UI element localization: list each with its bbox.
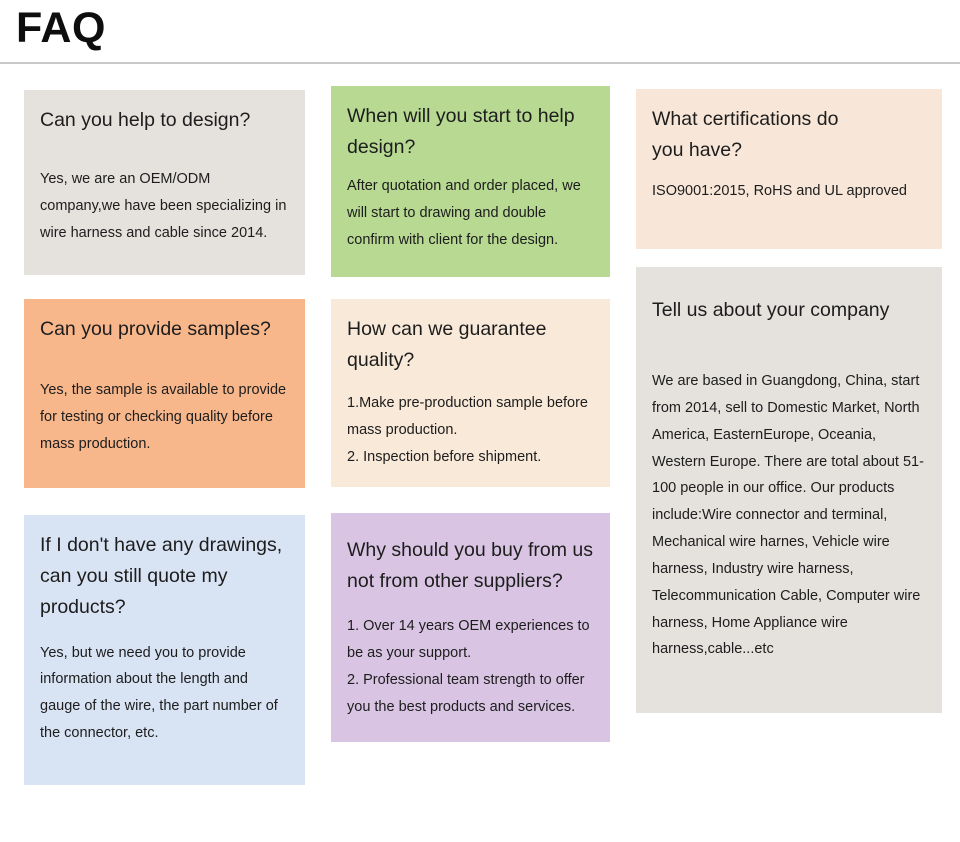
- faq-card-certifications: What certifications do you have? ISO9001…: [636, 89, 942, 249]
- faq-card-why-us: Why should you buy from us not from othe…: [331, 513, 610, 742]
- faq-card-samples: Can you provide samples? Yes, the sample…: [24, 299, 305, 488]
- faq-card-no-drawings: If I don't have any drawings, can you st…: [24, 515, 305, 785]
- faq-card-start-design: When will you start to help design? Afte…: [331, 86, 610, 277]
- faq-answer: 1. Over 14 years OEM experiences to be a…: [347, 618, 590, 662]
- faq-question: What certifications do you have?: [652, 108, 839, 162]
- faq-answer: Yes, the sample is available to provide …: [40, 382, 287, 452]
- faq-answer: After quotation and order placed, we wil…: [347, 178, 581, 248]
- faq-card-about-company: Tell us about your company We are based …: [636, 267, 942, 713]
- faq-question: When will you start to help design?: [347, 105, 575, 159]
- faq-answer: We are based in Guangdong, China, start …: [652, 373, 924, 658]
- faq-answer: 1.Make pre-production sample before mass…: [347, 395, 588, 439]
- header-divider: [0, 62, 960, 64]
- faq-question: Can you provide samples?: [40, 318, 271, 340]
- faq-card-help-design: Can you help to design? Yes, we are an O…: [24, 90, 305, 275]
- faq-question: How can we guarantee quality?: [347, 318, 547, 372]
- faq-answer: 2. Inspection before shipment.: [347, 449, 542, 465]
- faq-question: Tell us about your company: [652, 299, 890, 321]
- faq-answer: Yes, but we need you to provide informat…: [40, 644, 278, 741]
- faq-answer: Yes, we are an OEM/ODM company,we have b…: [40, 171, 287, 241]
- faq-question: Why should you buy from us not from othe…: [347, 539, 594, 593]
- faq-answer: ISO9001:2015, RoHS and UL approved: [652, 183, 907, 200]
- faq-question: Can you help to design?: [40, 109, 251, 131]
- faq-card-quality: How can we guarantee quality? 1.Make pre…: [331, 299, 610, 487]
- faq-answer: 2. Professional team strength to offer y…: [347, 672, 585, 715]
- faq-question: If I don't have any drawings, can you st…: [40, 534, 283, 619]
- page-title: FAQ: [16, 4, 106, 52]
